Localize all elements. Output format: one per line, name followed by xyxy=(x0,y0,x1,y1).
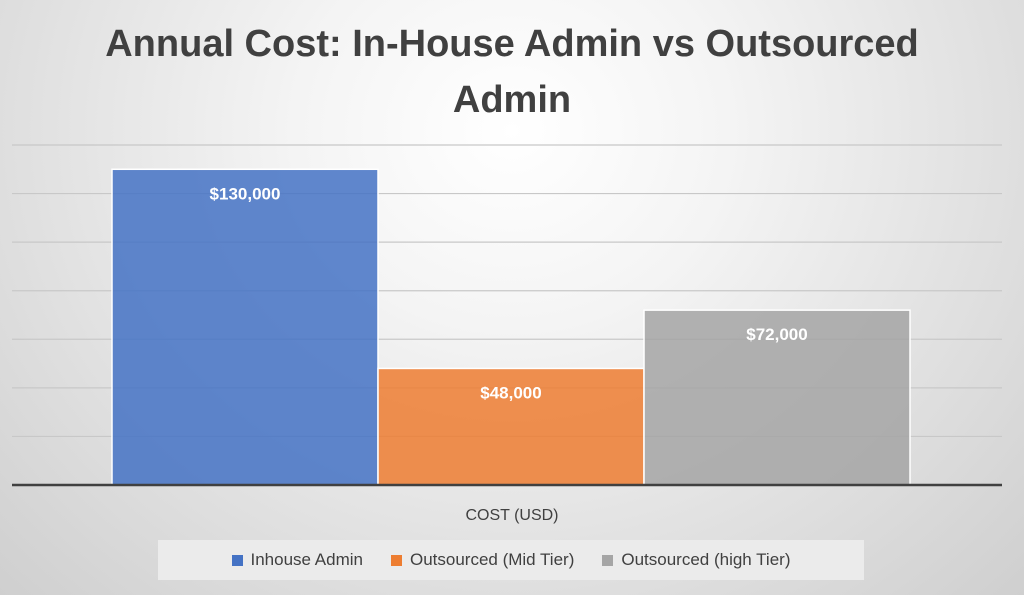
legend-label-outsourced-high: Outsourced (high Tier) xyxy=(621,550,791,569)
legend-swatch-inhouse xyxy=(231,554,243,566)
data-label-0: $130,000 xyxy=(210,184,281,203)
bar-2 xyxy=(643,309,911,486)
data-label-1: $48,000 xyxy=(480,383,541,402)
legend-label-inhouse: Inhouse Admin xyxy=(250,550,363,569)
legend-label-outsourced-mid: Outsourced (Mid Tier) xyxy=(409,550,575,569)
legend-swatch-outsourced-high xyxy=(602,554,614,566)
legend-item-outsourced-high: Outsourced (high Tier) xyxy=(602,550,791,570)
legend-swatch-outsourced-mid xyxy=(390,554,402,566)
chart-title: Annual Cost: In-House Admin vs Outsource… xyxy=(105,23,919,121)
bar-1 xyxy=(377,367,645,486)
x-axis-label: COST (USD) xyxy=(465,507,558,524)
legend-item-inhouse: Inhouse Admin xyxy=(231,550,363,570)
legend-item-outsourced-mid: Outsourced (Mid Tier) xyxy=(390,550,575,570)
legend: Inhouse Admin Outsourced (Mid Tier) Outs… xyxy=(158,540,864,580)
data-label-2: $72,000 xyxy=(746,325,807,344)
bar-0 xyxy=(111,168,379,486)
